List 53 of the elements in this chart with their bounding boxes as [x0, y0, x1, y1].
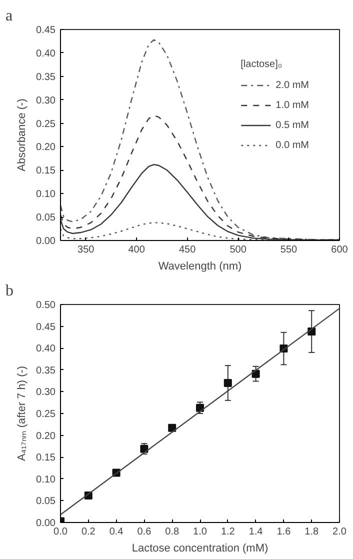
x-tick-label: 400 — [128, 244, 146, 256]
y-axis-title: A₄₁₇ₙₘ (after 7 h) (-) — [16, 366, 28, 462]
legend-label: 2.0 mM — [276, 79, 309, 91]
y-tick-label: 0.15 — [36, 452, 56, 464]
y-tick-label: 0.40 — [36, 48, 56, 60]
y-tick-label: 0.10 — [36, 474, 56, 486]
x-tick-label: 1.2 — [220, 526, 236, 538]
legend-label: 1.0 mM — [276, 99, 309, 111]
legend-label: 0.5 mM — [276, 119, 309, 131]
y-tick-label: 0.00 — [36, 518, 56, 529]
y-tick-label: 0.30 — [36, 95, 56, 106]
chart-title: b — [6, 282, 14, 300]
x-tick-label: 500 — [230, 244, 247, 256]
y-tick-label: 0.20 — [36, 142, 56, 154]
y-tick-label: 0.25 — [36, 409, 56, 420]
y-tick-label: 0.35 — [36, 72, 56, 83]
x-tick-label: 1.6 — [276, 526, 292, 538]
legend-label: 0.0 mM — [276, 139, 309, 151]
y-tick-label: 0.40 — [36, 344, 56, 355]
y-tick-label: 0.45 — [36, 25, 56, 36]
x-tick-label: 0.8 — [165, 526, 180, 538]
x-tick-label: 0.6 — [137, 526, 152, 538]
point — [168, 424, 176, 432]
y-tick-label: 0.15 — [36, 166, 56, 177]
x-tick-label: 1.8 — [304, 526, 319, 538]
x-tick-label: 600 — [331, 244, 348, 256]
x-tick-label: 450 — [178, 244, 196, 256]
y-tick-label: 0.35 — [36, 365, 56, 376]
y-tick-label: 0.10 — [36, 189, 56, 200]
x-axis-title: Wavelength (nm) — [158, 260, 242, 272]
x-tick-label: 1.0 — [193, 526, 208, 538]
y-tick-label: 0.25 — [36, 118, 56, 130]
x-tick-label: 350 — [78, 244, 95, 256]
y-tick-label: 0.00 — [36, 236, 56, 247]
point — [224, 378, 232, 387]
x-axis-title: Lactose concentration (mM) — [132, 542, 268, 554]
y-tick-label: 0.45 — [36, 322, 56, 333]
x-tick-label: 2.0 — [332, 526, 347, 538]
point — [140, 444, 148, 453]
y-tick-label: 0.20 — [36, 430, 56, 442]
legend-title: [lactose]₀ — [240, 59, 284, 70]
y-tick-label: 0.30 — [36, 387, 56, 398]
y-tick-label: 0.05 — [36, 212, 56, 224]
x-tick-label: 0.4 — [109, 526, 124, 538]
chart-title: a — [6, 8, 13, 24]
y-tick-label: 0.50 — [36, 300, 56, 311]
x-tick-label: 0.0 — [54, 526, 68, 538]
y-axis-title: Absorbance (-) — [16, 98, 28, 172]
x-tick-label: 1.4 — [248, 526, 264, 538]
y-tick-label: 0.05 — [36, 496, 56, 508]
x-tick-label: 0.2 — [81, 526, 96, 538]
x-tick-label: 550 — [280, 244, 298, 256]
point — [252, 370, 260, 378]
